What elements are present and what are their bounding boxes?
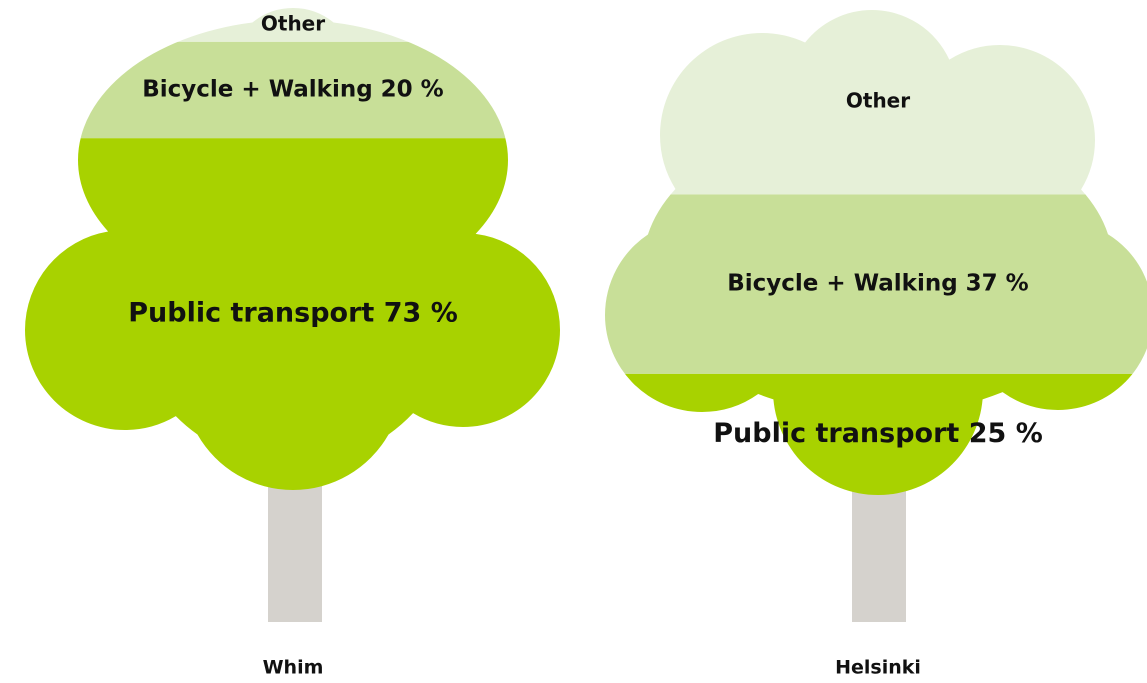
band-label: Bicycle + Walking 37 % bbox=[727, 271, 1028, 297]
band-label: Other bbox=[261, 11, 325, 35]
band-label: Other bbox=[846, 89, 910, 113]
band-label: Public transport 25 % bbox=[713, 418, 1043, 449]
tree-title: Whim bbox=[263, 657, 324, 679]
trunk bbox=[852, 485, 906, 622]
trunk bbox=[268, 480, 322, 622]
tree-title: Helsinki bbox=[835, 657, 921, 679]
infographic: Other Bicycle + Walking 20 % Public transp… bbox=[0, 0, 1147, 683]
band-label: Bicycle + Walking 20 % bbox=[142, 76, 443, 102]
band-label: Public transport 73 % bbox=[128, 298, 458, 329]
